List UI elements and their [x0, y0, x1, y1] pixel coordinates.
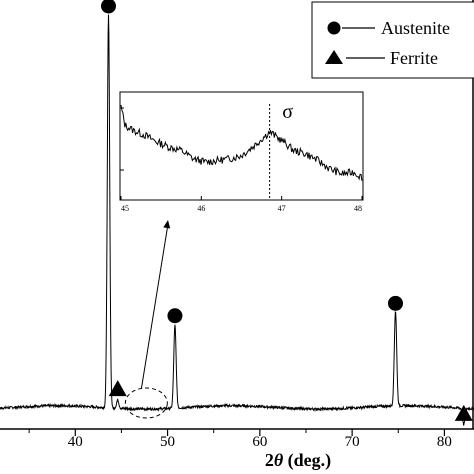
- x-axis-label-theta: θ: [274, 450, 284, 470]
- ferrite-marker-4: [454, 404, 473, 421]
- legend-box: [311, 1, 474, 79]
- x-tick-label-60: 60: [252, 434, 267, 450]
- legend-ferrite-marker: [325, 50, 343, 64]
- inset-x-tick-label-47: 47: [278, 204, 286, 213]
- x-axis-tick-labels: 40 50 60 70 80: [68, 434, 452, 450]
- inset-x-ticks: [120, 196, 363, 200]
- sigma-label: σ: [282, 101, 293, 123]
- austenite-marker-0: [101, 0, 116, 14]
- inset-x-tick-label-45: 45: [121, 204, 129, 213]
- phase-markers: [101, 0, 473, 421]
- inset-x-tick-label-48: 48: [354, 204, 362, 213]
- austenite-marker-3: [387, 295, 403, 311]
- inset-x-tick-labels: 45 46 47 48: [121, 204, 362, 213]
- x-axis-ticks: [28, 429, 446, 436]
- x-axis-label-prefix: 2: [265, 450, 274, 470]
- x-axis-label: 2θ (deg.): [265, 450, 331, 471]
- x-axis-label-suffix: (deg.): [283, 450, 331, 471]
- zoom-arrow: [140, 223, 169, 390]
- legend-austenite-marker: [327, 21, 341, 35]
- legend: Austenite Ferrite: [311, 1, 474, 79]
- x-tick-label-80: 80: [437, 434, 452, 450]
- zoom-region-ellipse: [124, 387, 168, 419]
- inset-frame: [119, 91, 364, 201]
- austenite-marker-2: [167, 308, 183, 324]
- legend-austenite-label: Austenite: [381, 18, 450, 38]
- x-tick-label-70: 70: [345, 434, 360, 450]
- x-tick-label-40: 40: [68, 434, 83, 450]
- xrd-pattern-line: [0, 14, 474, 426]
- x-tick-label-50: 50: [160, 434, 175, 450]
- legend-ferrite-label: Ferrite: [390, 48, 438, 68]
- inset-x-tick-label-46: 46: [197, 204, 205, 213]
- inset-chart: 45 46 47 48 σ: [119, 91, 364, 213]
- ferrite-marker-1: [108, 380, 127, 397]
- inset-pattern-line: [120, 104, 363, 181]
- zoom-arrowhead: [163, 220, 171, 229]
